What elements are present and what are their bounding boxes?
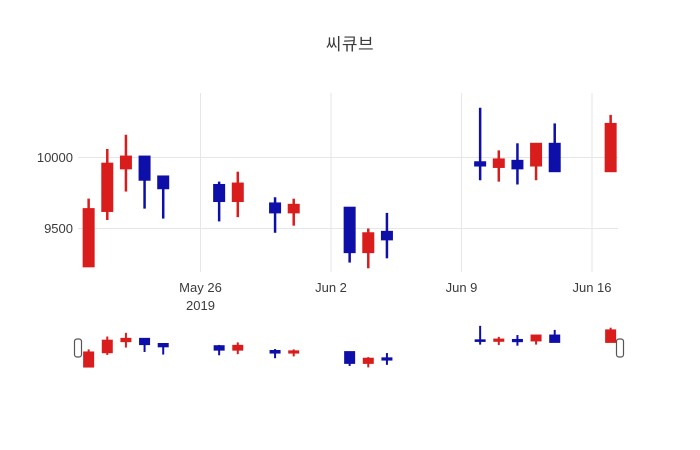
candle-mini-2019-05-22 <box>120 332 132 348</box>
candle-body <box>213 183 226 203</box>
candle-body <box>362 232 375 254</box>
candle-body <box>101 339 113 354</box>
candle-body <box>343 206 356 254</box>
candle-2019-05-31 <box>287 198 300 226</box>
candle-mini-2019-06-05 <box>381 353 393 365</box>
candle-body <box>474 339 486 342</box>
candle-mini-2019-06-12 <box>511 335 523 346</box>
candle-2019-05-27 <box>213 181 226 222</box>
rangeslider-handle-right[interactable] <box>615 338 625 358</box>
candle-body <box>139 337 151 346</box>
x-tick-label: Jun 9 <box>446 280 478 295</box>
candle-body <box>605 329 617 343</box>
candle-body <box>157 343 169 348</box>
candle-2019-05-21 <box>101 148 114 220</box>
x-tick-label: Jun 16 <box>572 280 611 295</box>
candle-body <box>530 334 542 342</box>
candle-mini-2019-06-03 <box>344 351 356 366</box>
candle-2019-05-20 <box>82 198 95 268</box>
candle-body <box>604 122 617 173</box>
candle-2019-06-03 <box>343 206 356 263</box>
candle-mini-2019-06-11 <box>493 336 505 345</box>
candle-mini-2019-06-17 <box>605 327 617 343</box>
candle-mini-2019-05-23 <box>139 337 151 352</box>
main-series <box>82 107 617 269</box>
candle-2019-05-28 <box>231 171 244 218</box>
candle-2019-05-30 <box>269 197 282 233</box>
candle-body <box>269 349 281 354</box>
candle-body <box>82 208 95 268</box>
candle-body <box>549 334 561 343</box>
candle-body <box>381 357 393 361</box>
candle-2019-05-23 <box>138 155 151 209</box>
candle-body <box>493 338 505 342</box>
candle-mini-2019-05-30 <box>269 349 281 359</box>
candle-mini-2019-05-27 <box>213 344 225 356</box>
candle-2019-06-11 <box>492 150 505 182</box>
rangeslider-track[interactable] <box>74 324 622 372</box>
x-tick-sublabel: 2019 <box>186 298 215 313</box>
candle-body <box>138 155 151 181</box>
candle-mini-2019-05-28 <box>232 342 244 355</box>
candle-body <box>157 175 170 190</box>
candle-body <box>530 142 543 167</box>
candle-body <box>362 357 374 364</box>
candle-body <box>380 230 393 241</box>
candle-mini-2019-06-04 <box>362 357 374 368</box>
candle-body <box>101 162 114 212</box>
chart-title: 씨큐브 <box>325 35 375 54</box>
candle-body <box>232 344 244 351</box>
candle-body <box>511 159 524 170</box>
candle-2019-06-12 <box>511 143 524 185</box>
y-tick-label: 9500 <box>44 221 73 236</box>
candle-2019-06-17 <box>604 114 617 173</box>
y-tick-label: 10000 <box>37 150 73 165</box>
candle-body <box>492 158 505 168</box>
candle-2019-06-04 <box>362 228 375 269</box>
x-tick-label: May 26 <box>179 280 222 295</box>
candle-body <box>120 337 132 343</box>
candle-mini-2019-05-21 <box>101 336 113 355</box>
candle-mini-2019-05-24 <box>157 343 169 355</box>
x-tick-label: Jun 2 <box>315 280 347 295</box>
candle-mini-2019-06-14 <box>549 329 561 343</box>
candle-2019-06-05 <box>380 212 393 259</box>
candle-mini-2019-06-10 <box>474 325 486 345</box>
candle-mini-2019-06-13 <box>530 334 542 345</box>
candle-2019-05-24 <box>157 175 170 219</box>
candle-mini-2019-05-31 <box>288 349 300 357</box>
candle-2019-05-22 <box>119 134 132 192</box>
candle-body <box>83 351 95 368</box>
candle-body <box>213 345 225 351</box>
candle-body <box>119 155 132 170</box>
candle-2019-06-14 <box>548 123 561 173</box>
rangeslider-series <box>83 325 617 368</box>
candle-body <box>511 338 523 343</box>
candle-2019-06-13 <box>530 142 543 181</box>
candle-mini-2019-05-20 <box>83 349 95 368</box>
candle-body <box>287 203 300 214</box>
candle-body <box>548 142 561 173</box>
candle-body <box>231 182 244 203</box>
candle-body <box>269 202 282 214</box>
candle-body <box>344 351 356 364</box>
candle-body <box>288 350 300 354</box>
candle-body <box>474 161 487 167</box>
rangeslider-handle-left[interactable] <box>73 338 83 358</box>
candle-2019-06-10 <box>474 107 487 181</box>
